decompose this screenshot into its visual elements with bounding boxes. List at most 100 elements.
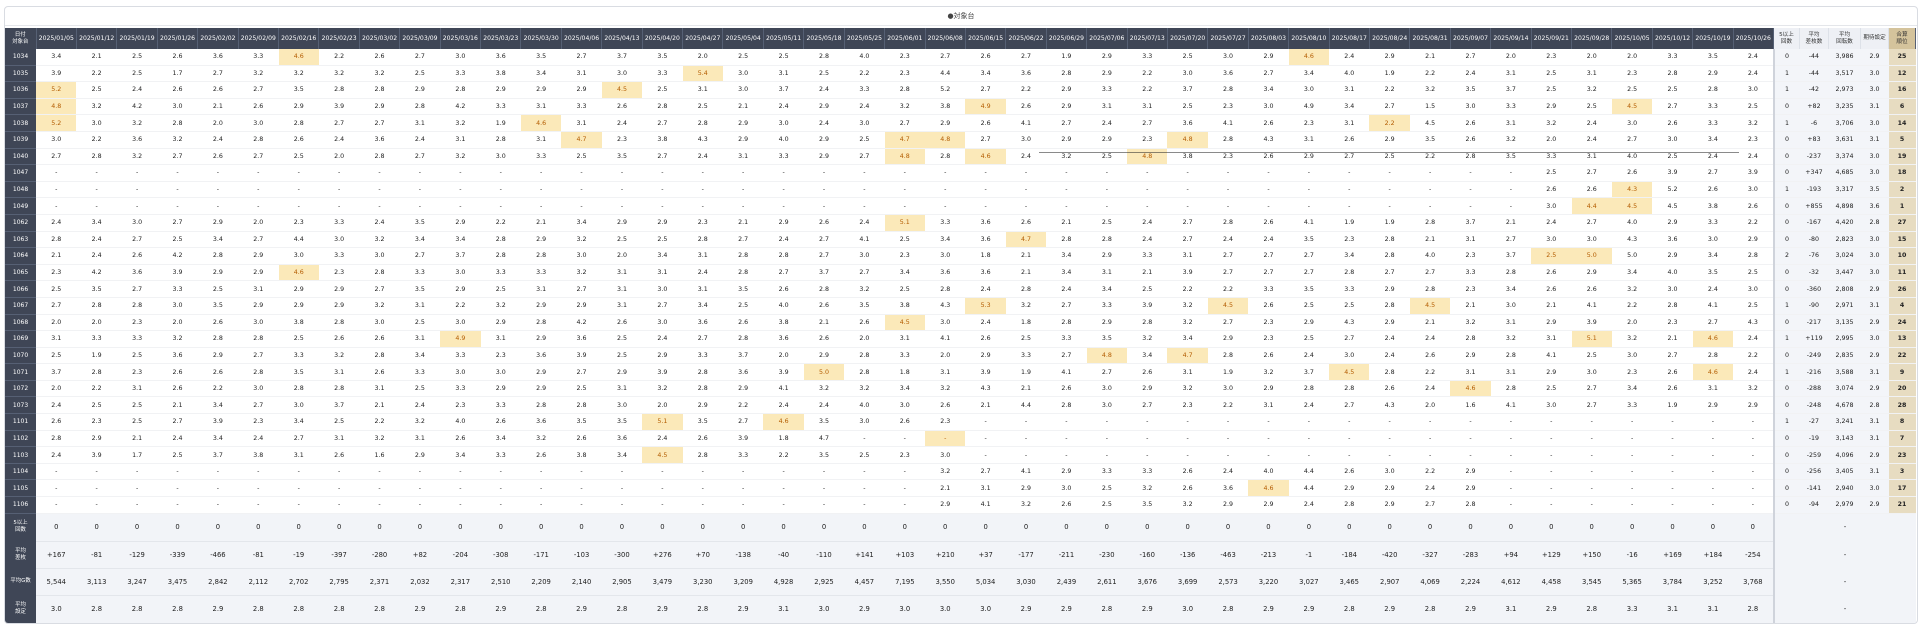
row-header-machine-id[interactable]: 1065 <box>5 264 37 282</box>
summary-column-header[interactable]: 5以上 回数 <box>1773 28 1800 49</box>
date-column-header[interactable]: 2025/08/10 <box>1288 28 1330 49</box>
date-column-header[interactable]: 2025/01/05 <box>36 28 77 49</box>
date-column-header[interactable]: 2025/05/11 <box>763 28 805 49</box>
table-row[interactable]: 1066 2.5 3.5 2.7 3.3 2.5 3.1 2.9 2.9 2.7 3.5 2.9 2.5… <box>5 280 1916 298</box>
date-column-header[interactable]: 2025/09/14 <box>1490 28 1532 49</box>
table-row[interactable]: 1064 2.1 2.4 2.6 4.2 2.8 2.9 3.0 3.3 3.0 2.7 3.7 2.8… <box>5 247 1916 265</box>
date-column-header[interactable]: 2025/02/09 <box>238 28 280 49</box>
date-column-header[interactable]: 2025/10/05 <box>1611 28 1653 49</box>
date-column-header[interactable]: 2025/01/12 <box>76 28 118 49</box>
date-column-header[interactable]: 2025/09/07 <box>1450 28 1492 49</box>
date-column-header[interactable]: 2025/06/15 <box>965 28 1007 49</box>
row-header-machine-id[interactable]: 1102 <box>5 430 37 448</box>
table-row[interactable]: 1036 5.2 2.5 2.4 2.6 2.6 2.7 3.5 2.8 2.8 2.9 2.8 2.9… <box>5 81 1916 99</box>
date-column-header[interactable]: 2025/07/13 <box>1127 28 1168 49</box>
table-row[interactable]: 1047- - - - - - - - - - - - - - - - - - - - - - - - - - - - - - - - - - - -… <box>5 164 1916 182</box>
date-column-header[interactable]: 2025/08/03 <box>1248 28 1290 49</box>
table-row[interactable]: 1103 2.4 3.9 1.7 2.5 3.7 3.8 3.1 2.6 1.6 2.9 3.4 3.3… <box>5 446 1916 464</box>
date-column-header[interactable]: 2025/03/23 <box>480 28 522 49</box>
date-column-header[interactable]: 2025/04/27 <box>682 28 724 49</box>
row-header-machine-id[interactable]: 1073 <box>5 396 37 415</box>
row-header-machine-id[interactable]: 1067 <box>5 297 37 315</box>
date-column-header[interactable]: 2025/07/06 <box>1086 28 1128 49</box>
summary-column-header[interactable]: 平均 回転数 <box>1828 28 1862 49</box>
date-column-header[interactable]: 2025/02/16 <box>278 28 320 49</box>
date-column-header[interactable]: 2025/06/22 <box>1005 28 1047 49</box>
table-row[interactable]: 1040 2.7 2.8 3.2 2.7 2.6 2.7 2.5 2.0 2.8 2.7 3.2 3.0… <box>5 148 1916 166</box>
row-header-machine-id[interactable]: 1048 <box>5 181 37 199</box>
table-row[interactable]: 1106- - - - - - - - - - - - - - - - - - - - - -2.9 4.1 3.2 2.6 2.… <box>5 496 1916 514</box>
table-row[interactable]: 1034 3.4 2.1 2.5 2.6 3.6 3.3 4.6 2.2 2.6 2.7 3.0 3.6… <box>5 49 1916 66</box>
date-column-header[interactable]: 2025/04/06 <box>561 28 603 49</box>
row-header-machine-id[interactable]: 1037 <box>5 98 37 116</box>
row-header-machine-id[interactable]: 1064 <box>5 247 37 265</box>
date-column-header[interactable]: 2025/10/26 <box>1733 28 1775 49</box>
date-column-header[interactable]: 2025/05/25 <box>844 28 886 49</box>
row-header-machine-id[interactable]: 1104 <box>5 463 37 481</box>
date-column-header[interactable]: 2025/07/27 <box>1207 28 1249 49</box>
row-header-machine-id[interactable]: 1036 <box>5 81 37 99</box>
table-row[interactable]: 1048- - - - - - - - - - - - - - - - - - - - - - - - - - - - - - - - - - - -… <box>5 181 1916 199</box>
row-header-machine-id[interactable]: 1069 <box>5 330 37 348</box>
date-column-header[interactable]: 2025/01/26 <box>157 28 199 49</box>
table-row[interactable]: 1038 5.2 3.0 3.2 2.8 2.0 3.0 2.8 2.7 2.7 3.1 3.2 1.9… <box>5 114 1916 132</box>
row-header-machine-id[interactable]: 1034 <box>5 49 37 66</box>
table-row[interactable]: 1069 3.1 3.3 3.3 3.2 2.8 2.8 2.5 2.6 2.6 3.1 4.9 3.1… <box>5 330 1916 348</box>
table-row[interactable]: 1063 2.8 2.4 2.7 2.5 3.4 2.7 4.4 3.0 3.2 3.4 3.4 2.8… <box>5 231 1916 249</box>
row-header-machine-id[interactable]: 1103 <box>5 446 37 464</box>
table-row[interactable]: 1102 2.8 2.9 2.1 2.4 3.4 2.4 2.7 3.1 3.2 3.1 2.6 3.4… <box>5 430 1916 448</box>
row-header-machine-id[interactable]: 1071 <box>5 363 37 381</box>
table-row[interactable]: 1035 3.9 2.2 2.5 1.7 2.7 3.2 3.2 3.2 3.2 2.5 3.3 3.8… <box>5 65 1916 83</box>
table-row[interactable]: 1105- - - - - - - - - - - - - - - - - - - - - -2.1 3.1 2.9 3.0 2.… <box>5 479 1916 498</box>
row-header-machine-id[interactable]: 1068 <box>5 314 37 332</box>
summary-column-header[interactable]: 期待設定 <box>1860 28 1890 49</box>
date-column-header[interactable]: 2025/05/18 <box>803 28 845 49</box>
date-column-header[interactable]: 2025/06/29 <box>1046 28 1088 49</box>
date-column-header[interactable]: 2025/04/13 <box>601 28 643 49</box>
date-column-header[interactable]: 2025/10/12 <box>1652 28 1694 49</box>
table-row[interactable]: 1062 2.4 3.4 3.0 2.7 2.9 2.0 2.3 3.3 2.4 3.5 2.9 2.2… <box>5 214 1916 232</box>
date-column-header[interactable]: 2025/02/02 <box>197 28 239 49</box>
date-column-header[interactable]: 2025/04/20 <box>642 28 684 49</box>
table-row[interactable]: 1039 3.0 2.2 3.6 3.2 2.4 2.8 2.6 2.4 3.6 2.4 3.1 2.8… <box>5 131 1916 149</box>
row-header-machine-id[interactable]: 1101 <box>5 413 37 431</box>
row-header-machine-id[interactable]: 1040 <box>5 148 37 166</box>
date-column-header[interactable]: 2025/02/23 <box>318 28 360 49</box>
table-row[interactable]: 1073 2.4 2.5 2.5 2.1 3.4 2.7 3.0 3.7 2.1 2.4 2.3 3.3… <box>5 396 1916 415</box>
date-column-header[interactable]: 2025/01/19 <box>116 28 158 49</box>
date-column-header[interactable]: 2025/05/04 <box>722 28 764 49</box>
row-header-machine-id[interactable]: 1062 <box>5 214 37 232</box>
date-column-header[interactable]: 2025/06/08 <box>925 28 966 49</box>
date-column-header[interactable]: 2025/09/28 <box>1571 28 1613 49</box>
summary-column-header[interactable]: 合算 順位 <box>1888 28 1916 49</box>
row-header-machine-id[interactable]: 1063 <box>5 231 37 249</box>
table-row[interactable]: 1101 2.6 2.3 2.5 2.7 3.9 2.3 3.4 2.5 2.2 3.2 4.0 2.6… <box>5 413 1916 431</box>
row-header-machine-id[interactable]: 1049 <box>5 197 37 215</box>
row-header-machine-id[interactable]: 1070 <box>5 347 37 365</box>
date-column-header[interactable]: 2025/08/24 <box>1369 28 1411 49</box>
row-header-machine-id[interactable]: 1105 <box>5 479 37 498</box>
summary-column-header[interactable]: 平均 差枚数 <box>1799 28 1829 49</box>
date-column-header[interactable]: 2025/03/30 <box>520 28 562 49</box>
row-header-machine-id[interactable]: 1066 <box>5 280 37 298</box>
date-column-header[interactable]: 2025/08/17 <box>1329 28 1370 49</box>
row-header-machine-id[interactable]: 1106 <box>5 496 37 514</box>
date-column-header[interactable]: 2025/03/09 <box>399 28 441 49</box>
table-row[interactable]: 1049- - - - - - - - - - - - - - - - - - - - - - - - - - - - - - - - - - - -… <box>5 197 1916 215</box>
table-row[interactable]: 1071 3.7 2.8 2.3 2.6 2.6 2.8 3.5 3.1 2.6 3.3 3.0 3.0… <box>5 363 1916 381</box>
table-row[interactable]: 1037 4.8 3.2 4.2 3.0 2.1 2.6 2.9 3.9 2.9 2.8 4.2 3.3… <box>5 98 1916 116</box>
date-column-header[interactable]: 2025/06/01 <box>884 28 926 49</box>
date-column-header[interactable]: 2025/07/20 <box>1167 28 1209 49</box>
date-column-header[interactable]: 2025/09/21 <box>1531 28 1573 49</box>
table-row[interactable]: 1068 2.0 2.0 2.3 2.0 2.6 3.0 3.8 2.8 3.0 2.5 3.0 2.9… <box>5 314 1916 332</box>
row-header-machine-id[interactable]: 1035 <box>5 65 37 83</box>
row-header-machine-id[interactable]: 1047 <box>5 164 37 182</box>
row-header-machine-id[interactable]: 1038 <box>5 114 37 132</box>
date-column-header[interactable]: 2025/03/16 <box>440 28 482 49</box>
row-header-machine-id[interactable]: 1039 <box>5 131 37 149</box>
table-row[interactable]: 1065 2.3 4.2 3.6 3.9 2.9 2.9 4.6 2.3 2.8 3.3 3.0 3.3… <box>5 264 1916 282</box>
date-column-header[interactable]: 2025/08/31 <box>1409 28 1451 49</box>
row-header-machine-id[interactable]: 1072 <box>5 380 37 398</box>
table-row[interactable]: 1067 2.7 2.8 2.8 3.0 3.5 2.9 2.9 2.9 3.2 3.1 2.2 3.2… <box>5 297 1916 315</box>
date-column-header[interactable]: 2025/03/02 <box>359 28 401 49</box>
